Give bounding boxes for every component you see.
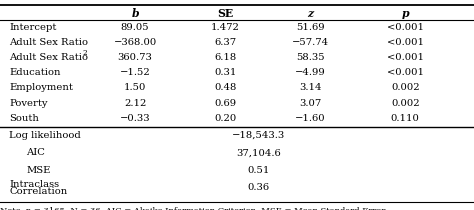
Text: Adult Sex Ratio: Adult Sex Ratio	[9, 38, 89, 47]
Text: Education: Education	[9, 68, 61, 77]
Text: 0.31: 0.31	[214, 68, 237, 77]
Text: Adult Sex Ratio: Adult Sex Ratio	[9, 53, 89, 62]
Text: 6.37: 6.37	[214, 38, 236, 47]
Text: 58.35: 58.35	[296, 53, 325, 62]
Text: 51.69: 51.69	[296, 23, 325, 32]
Text: 0.36: 0.36	[247, 183, 269, 192]
Text: Correlation: Correlation	[9, 187, 68, 196]
Text: 2: 2	[83, 49, 88, 57]
Text: <0.001: <0.001	[387, 53, 424, 62]
Text: South: South	[9, 114, 39, 123]
Text: 0.002: 0.002	[391, 99, 419, 108]
Text: 0.002: 0.002	[391, 84, 419, 92]
Text: b: b	[131, 8, 139, 19]
Text: 3.14: 3.14	[299, 84, 322, 92]
Text: 0.20: 0.20	[214, 114, 236, 123]
Text: 37,104.6: 37,104.6	[236, 148, 281, 158]
Text: 1.50: 1.50	[124, 84, 146, 92]
Text: z: z	[308, 8, 313, 19]
Text: SE: SE	[217, 8, 233, 19]
Text: −4.99: −4.99	[295, 68, 326, 77]
Text: −0.33: −0.33	[120, 114, 150, 123]
Text: Poverty: Poverty	[9, 99, 48, 108]
Text: 0.51: 0.51	[247, 166, 270, 175]
Text: p: p	[401, 8, 409, 19]
Text: MSE: MSE	[26, 166, 50, 175]
Text: 6.18: 6.18	[214, 53, 236, 62]
Text: 1.472: 1.472	[211, 23, 239, 32]
Text: <0.001: <0.001	[387, 68, 424, 77]
Text: 0.110: 0.110	[391, 114, 419, 123]
Text: 2.12: 2.12	[124, 99, 146, 108]
Text: 0.69: 0.69	[214, 99, 236, 108]
Text: −1.60: −1.60	[295, 114, 326, 123]
Text: Intercept: Intercept	[9, 23, 57, 32]
Text: Note. n = 3165; N = 36. AIC = Akaike Information Criterion. MSE = Mean Standard : Note. n = 3165; N = 36. AIC = Akaike Inf…	[0, 207, 387, 210]
Text: Log likelihood: Log likelihood	[9, 131, 81, 140]
Text: AIC: AIC	[26, 148, 45, 158]
Text: −57.74: −57.74	[292, 38, 329, 47]
Text: 360.73: 360.73	[118, 53, 153, 62]
Text: <0.001: <0.001	[387, 23, 424, 32]
Text: −368.00: −368.00	[113, 38, 157, 47]
Text: Employment: Employment	[9, 84, 73, 92]
Text: 3.07: 3.07	[300, 99, 321, 108]
Text: Intraclass: Intraclass	[9, 180, 60, 189]
Text: −18,543.3: −18,543.3	[232, 131, 285, 140]
Text: <0.001: <0.001	[387, 38, 424, 47]
Text: −1.52: −1.52	[120, 68, 150, 77]
Text: 89.05: 89.05	[121, 23, 149, 32]
Text: 0.48: 0.48	[214, 84, 237, 92]
